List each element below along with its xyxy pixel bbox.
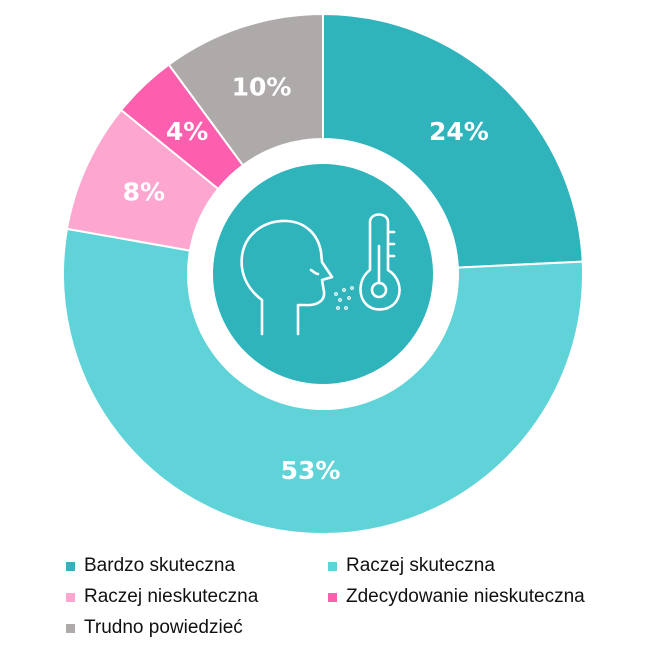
- legend-swatch: [66, 592, 75, 602]
- legend-swatch: [66, 561, 75, 571]
- legend-label: Raczej skuteczna: [346, 555, 495, 576]
- legend-item-trudno-powiedziec: Trudno powiedzieć: [66, 617, 243, 639]
- legend-swatch: [66, 623, 75, 633]
- slice-labels: 24% 53% 8% 4% 10%: [123, 72, 489, 485]
- head-breath-thermometer-icon: [240, 213, 401, 336]
- legend-label: Raczej nieskuteczna: [84, 586, 259, 607]
- slice-4: [167, 12, 324, 167]
- slice-0: [322, 12, 584, 269]
- legend-item-raczej-nieskuteczna: Raczej nieskuteczna: [66, 586, 258, 608]
- legend-label: Zdecydowanie nieskuteczna: [346, 586, 585, 607]
- legend-item-zdecydowanie-nieskuteczna: Zdecydowanie nieskuteczna: [328, 586, 585, 608]
- center-circle: [213, 164, 433, 384]
- slice-label-3: 4%: [166, 117, 208, 146]
- slices: [62, 12, 584, 535]
- legend-item-raczej-skuteczna: Raczej skuteczna: [328, 555, 495, 577]
- slice-label-4: 10%: [232, 72, 292, 101]
- slice-1: [62, 227, 584, 535]
- legend-swatch: [328, 561, 337, 571]
- legend-item-bardzo-skuteczna: Bardzo skuteczna: [66, 555, 235, 577]
- legend-label: Trudno powiedzieć: [84, 617, 243, 638]
- slice-label-2: 8%: [123, 178, 165, 207]
- legend-swatch: [328, 592, 337, 602]
- donut-chart: 24% 53% 8% 4% 10%: [62, 12, 584, 535]
- legend-label: Bardzo skuteczna: [84, 555, 236, 576]
- slice-label-1: 53%: [281, 456, 341, 485]
- slice-label-0: 24%: [429, 117, 489, 146]
